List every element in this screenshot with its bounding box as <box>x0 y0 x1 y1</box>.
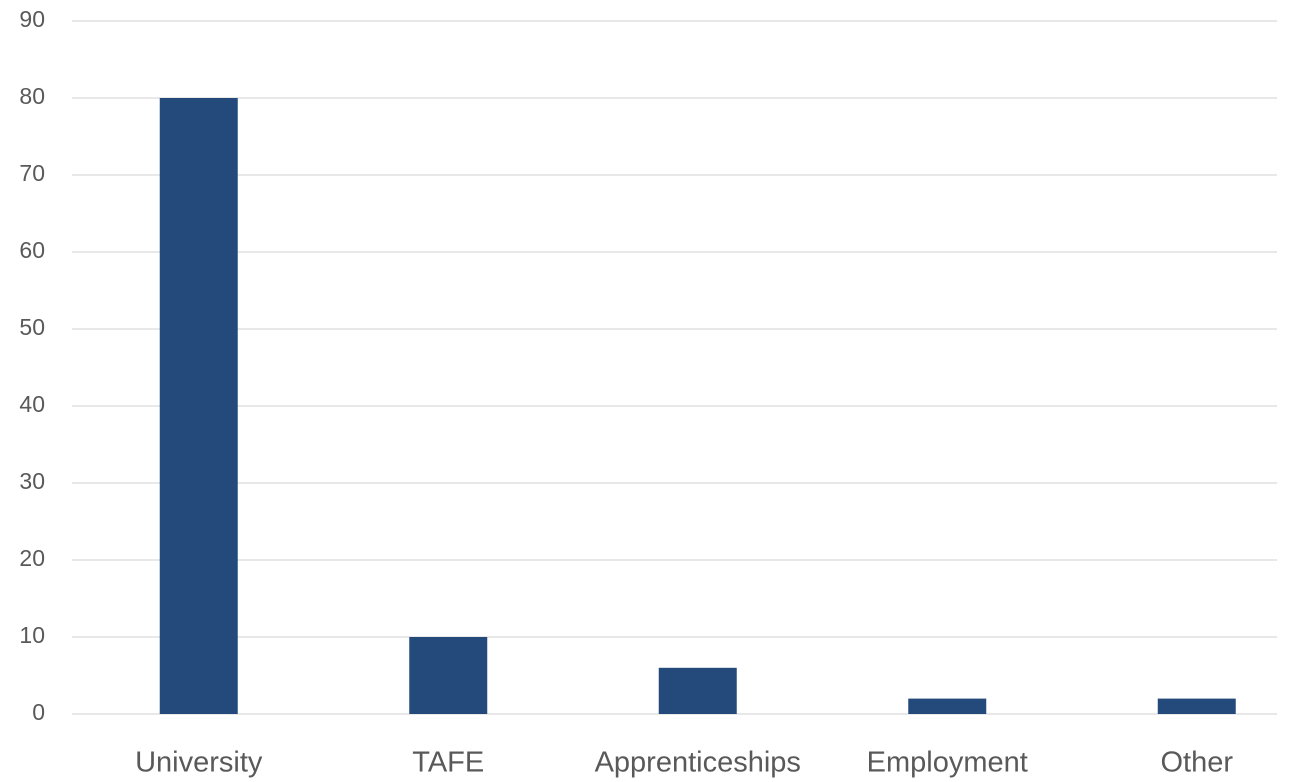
y-tick-label: 60 <box>19 237 45 263</box>
y-tick-label: 90 <box>19 6 45 32</box>
bar <box>1157 698 1236 714</box>
x-tick-label: University <box>135 747 263 779</box>
y-tick-label: 50 <box>19 314 45 340</box>
bar <box>159 98 238 714</box>
y-tick-label: 40 <box>19 391 45 417</box>
x-tick-label: Apprenticeships <box>595 747 801 779</box>
bar <box>409 637 488 714</box>
bar <box>908 698 987 714</box>
x-tick-label: TAFE <box>412 747 484 779</box>
bar <box>658 667 737 714</box>
y-tick-label: 70 <box>19 160 45 186</box>
x-tick-label: Employment <box>867 747 1028 779</box>
x-tick-label: Other <box>1160 747 1233 779</box>
y-tick-label: 0 <box>32 699 45 725</box>
y-tick-label: 80 <box>19 83 45 109</box>
y-tick-label: 30 <box>19 468 45 494</box>
y-tick-label: 10 <box>19 622 45 648</box>
y-tick-label: 20 <box>19 545 45 571</box>
